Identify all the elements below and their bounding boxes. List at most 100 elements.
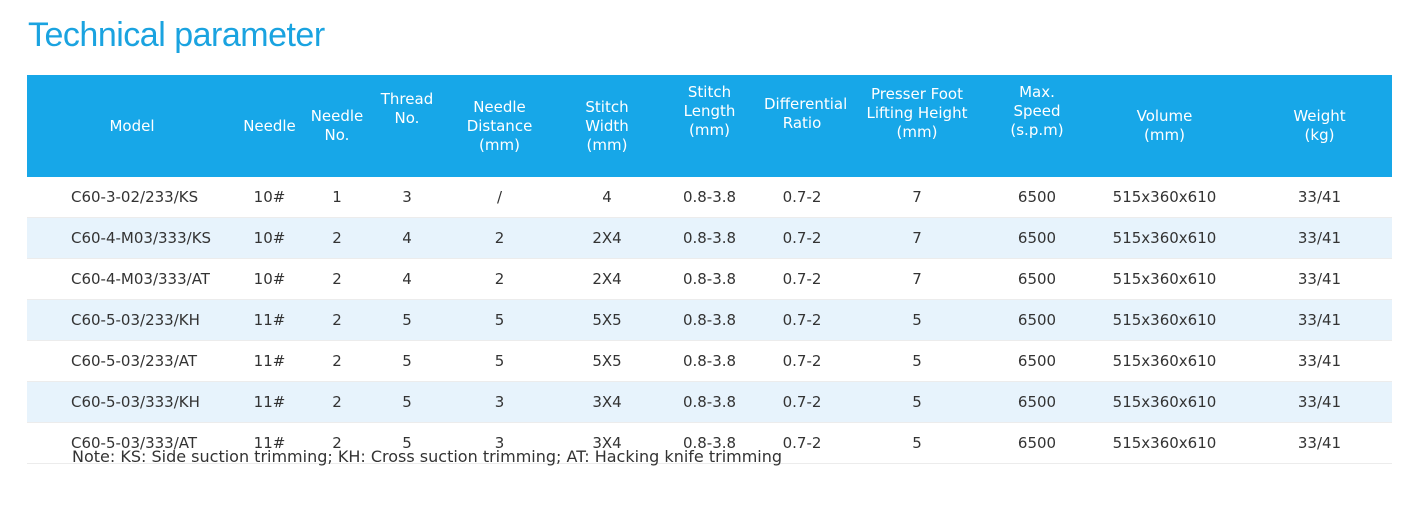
- cell-stitch-length: 0.8-3.8: [657, 177, 762, 218]
- cell-weight: 33/41: [1247, 381, 1392, 423]
- cell-differential-ratio: 0.7-2: [762, 258, 842, 300]
- cell-weight: 33/41: [1247, 299, 1392, 341]
- cell-stitch-width: 5X5: [557, 299, 657, 341]
- cell-needle: 11#: [237, 299, 302, 341]
- cell-stitch-length: 0.8-3.8: [657, 258, 762, 300]
- cell-stitch-length: 0.8-3.8: [657, 217, 762, 259]
- cell-needle-no: 2: [302, 340, 372, 382]
- cell-needle-no: 2: [302, 422, 372, 464]
- cell-thread-no: 5: [372, 422, 442, 464]
- cell-weight: 33/41: [1247, 340, 1392, 382]
- cell-model: C60-5-03/233/KH: [27, 299, 237, 341]
- cell-volume: 515x360x610: [1082, 381, 1247, 423]
- cell-needle: 10#: [237, 258, 302, 300]
- cell-needle-no: 2: [302, 258, 372, 300]
- cell-weight: 33/41: [1247, 177, 1392, 218]
- cell-presser-foot-lifting-height: 7: [842, 258, 992, 300]
- cell-volume: 515x360x610: [1082, 217, 1247, 259]
- header-presser-foot-lifting-height: Presser Foot Lifting Height (mm): [842, 75, 992, 177]
- cell-needle-no: 2: [302, 381, 372, 423]
- cell-presser-foot-lifting-height: 7: [842, 217, 992, 259]
- cell-needle-distance: 5: [442, 299, 557, 341]
- cell-max-speed: 6500: [992, 381, 1082, 423]
- cell-model: C60-4-M03/333/AT: [27, 258, 237, 300]
- cell-presser-foot-lifting-height: 5: [842, 340, 992, 382]
- cell-stitch-width: 3X4: [557, 422, 657, 464]
- technical-parameter-table: Model Needle Needle No. Thread No. Needle D…: [27, 75, 1392, 464]
- cell-weight: 33/41: [1247, 217, 1392, 259]
- cell-differential-ratio: 0.7-2: [762, 340, 842, 382]
- cell-model: C60-5-03/233/AT: [27, 340, 237, 382]
- cell-volume: 515x360x610: [1082, 177, 1247, 218]
- cell-differential-ratio: 0.7-2: [762, 217, 842, 259]
- cell-differential-ratio: 0.7-2: [762, 299, 842, 341]
- cell-volume: 515x360x610: [1082, 258, 1247, 300]
- header-stitch-length: Stitch Length (mm): [657, 75, 762, 177]
- cell-needle-distance: 3: [442, 422, 557, 464]
- cell-needle-no: 1: [302, 177, 372, 218]
- cell-needle-no: 2: [302, 299, 372, 341]
- cell-needle: 10#: [237, 217, 302, 259]
- cell-max-speed: 6500: [992, 177, 1082, 218]
- cell-needle-distance: 2: [442, 217, 557, 259]
- cell-thread-no: 4: [372, 258, 442, 300]
- cell-max-speed: 6500: [992, 258, 1082, 300]
- header-needle-distance: Needle Distance (mm): [442, 75, 557, 177]
- cell-stitch-width: 3X4: [557, 381, 657, 423]
- cell-differential-ratio: 0.7-2: [762, 422, 842, 464]
- header-differential-ratio: Differential Ratio: [762, 75, 847, 177]
- cell-needle-distance: 2: [442, 258, 557, 300]
- cell-thread-no: 4: [372, 217, 442, 259]
- cell-stitch-length: 0.8-3.8: [657, 340, 762, 382]
- table-row: C60-5-03/333/AT 11# 2 5 3 3X4 0.8-3.8 0.7-2 5 650…: [27, 422, 1392, 464]
- cell-presser-foot-lifting-height: 5: [842, 422, 992, 464]
- cell-thread-no: 5: [372, 299, 442, 341]
- header-thread-no: Thread No.: [372, 75, 442, 177]
- cell-stitch-length: 0.8-3.8: [657, 299, 762, 341]
- cell-model: C60-5-03/333/KH: [27, 381, 237, 423]
- cell-weight: 33/41: [1247, 422, 1392, 464]
- header-weight: Weight (kg): [1247, 75, 1392, 177]
- cell-volume: 515x360x610: [1082, 340, 1247, 382]
- cell-model: C60-4-M03/333/KS: [27, 217, 237, 259]
- footnote: Note: KS: Side suction trimming; KH: Cro…: [72, 447, 783, 466]
- cell-stitch-width: 5X5: [557, 340, 657, 382]
- cell-max-speed: 6500: [992, 422, 1082, 464]
- cell-stitch-width: 4: [557, 177, 657, 218]
- header-needle: Needle: [237, 75, 302, 177]
- cell-needle-distance: 3: [442, 381, 557, 423]
- cell-stitch-width: 2X4: [557, 258, 657, 300]
- table-row: C60-4-M03/333/KS 10# 2 4 2 2X4 0.8-3.8 0.7-2 7 65…: [27, 217, 1392, 259]
- cell-model: C60-3-02/233/KS: [27, 177, 237, 218]
- cell-presser-foot-lifting-height: 5: [842, 381, 992, 423]
- cell-differential-ratio: 0.7-2: [762, 177, 842, 218]
- cell-volume: 515x360x610: [1082, 422, 1247, 464]
- cell-stitch-length: 0.8-3.8: [657, 422, 762, 464]
- cell-max-speed: 6500: [992, 340, 1082, 382]
- cell-presser-foot-lifting-height: 5: [842, 299, 992, 341]
- header-volume: Volume (mm): [1082, 75, 1247, 177]
- cell-thread-no: 5: [372, 340, 442, 382]
- header-needle-no: Needle No.: [302, 75, 372, 177]
- header-max-speed: Max. Speed (s.p.m): [992, 75, 1082, 177]
- table-body: C60-3-02/233/KS 10# 1 3/4 0.8-3.8 0.7-2 7 6500 5…: [27, 177, 1392, 464]
- table-row: C60-5-03/333/KH 11# 2 5 3 3X4 0.8-3.8 0.7-2 5 650…: [27, 381, 1392, 423]
- cell-max-speed: 6500: [992, 217, 1082, 259]
- table-row: C60-3-02/233/KS 10# 1 3/4 0.8-3.8 0.7-2 7 6500 5…: [27, 177, 1392, 218]
- table-row: C60-5-03/233/AT 11# 2 5 5 5X5 0.8-3.8 0.7-2 5 650…: [27, 340, 1392, 382]
- cell-thread-no: 5: [372, 381, 442, 423]
- table-row: C60-4-M03/333/AT 10# 2 4 2 2X4 0.8-3.8 0.7-2 7 65…: [27, 258, 1392, 300]
- cell-model: C60-5-03/333/AT: [27, 422, 237, 464]
- cell-differential-ratio: 0.7-2: [762, 381, 842, 423]
- cell-needle: 11#: [237, 340, 302, 382]
- cell-needle: 11#: [237, 422, 302, 464]
- cell-stitch-length: 0.8-3.8: [657, 381, 762, 423]
- cell-needle: 11#: [237, 381, 302, 423]
- header-model: Model: [27, 75, 237, 177]
- cell-weight: 33/41: [1247, 258, 1392, 300]
- cell-thread-no: 3: [372, 177, 442, 218]
- cell-presser-foot-lifting-height: 7: [842, 177, 992, 218]
- cell-needle-distance: 5: [442, 340, 557, 382]
- cell-stitch-width: 2X4: [557, 217, 657, 259]
- cell-needle-no: 2: [302, 217, 372, 259]
